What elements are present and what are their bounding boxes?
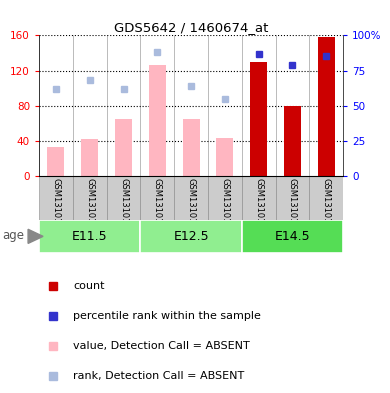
Bar [140, 176, 174, 220]
Text: rank, Detection Call = ABSENT: rank, Detection Call = ABSENT [73, 371, 245, 382]
Bar [284, 106, 301, 176]
Title: GDS5642 / 1460674_at: GDS5642 / 1460674_at [114, 21, 268, 34]
Bar [140, 220, 242, 253]
Text: GSM1310176: GSM1310176 [85, 178, 94, 234]
Bar [242, 220, 343, 253]
Text: percentile rank within the sample: percentile rank within the sample [73, 311, 261, 321]
Bar [183, 119, 200, 176]
Bar [318, 37, 335, 176]
Bar [39, 176, 73, 220]
Bar [250, 62, 267, 176]
Bar [242, 176, 276, 220]
Text: GSM1310175: GSM1310175 [254, 178, 263, 234]
Bar [81, 139, 98, 176]
Text: age: age [2, 229, 24, 242]
Bar [309, 176, 343, 220]
Bar [216, 138, 233, 176]
Text: GSM1310179: GSM1310179 [119, 178, 128, 234]
Text: count: count [73, 281, 105, 291]
Text: E14.5: E14.5 [275, 230, 310, 243]
Polygon shape [28, 229, 43, 243]
Text: GSM1310180: GSM1310180 [220, 178, 229, 234]
Text: GSM1310177: GSM1310177 [186, 178, 196, 234]
Bar [73, 176, 106, 220]
Bar [106, 176, 140, 220]
Text: GSM1310173: GSM1310173 [51, 178, 60, 234]
Bar [115, 119, 132, 176]
Text: GSM1310174: GSM1310174 [153, 178, 162, 234]
Text: E11.5: E11.5 [72, 230, 108, 243]
Text: GSM1310181: GSM1310181 [322, 178, 331, 234]
Text: E12.5: E12.5 [173, 230, 209, 243]
Bar [208, 176, 242, 220]
Text: GSM1310178: GSM1310178 [288, 178, 297, 234]
Text: value, Detection Call = ABSENT: value, Detection Call = ABSENT [73, 341, 250, 351]
Bar [174, 176, 208, 220]
Bar [39, 220, 140, 253]
Bar [276, 176, 309, 220]
Bar [149, 65, 166, 176]
Bar [48, 147, 64, 176]
